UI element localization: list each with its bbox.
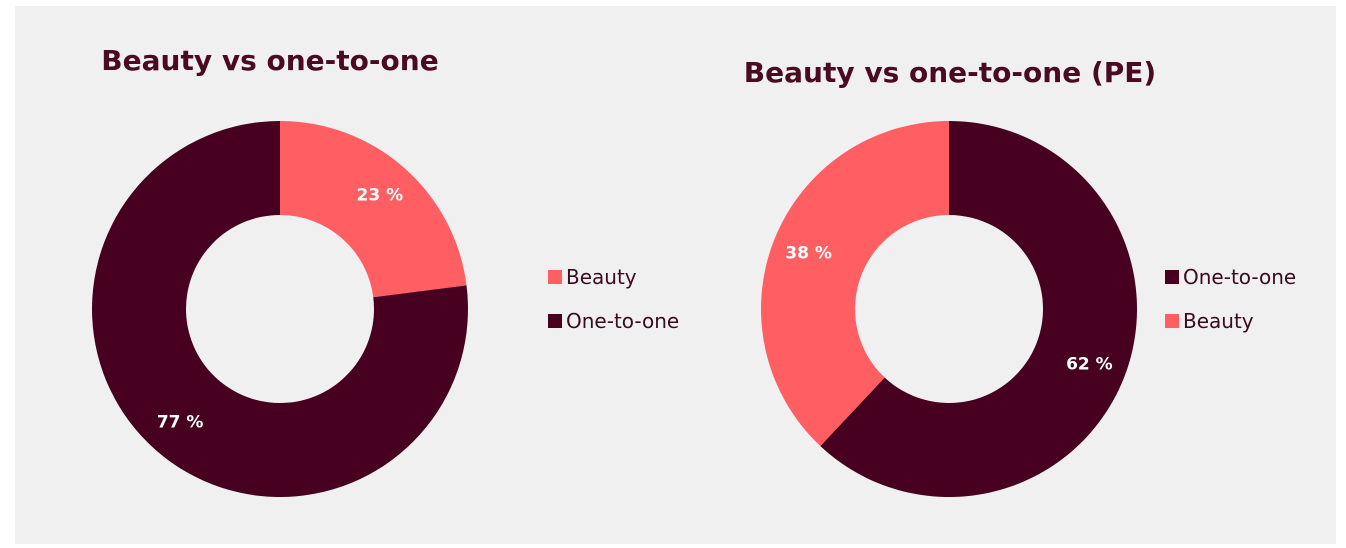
chart-1-title: Beauty vs one-to-one	[101, 44, 439, 77]
chart-2-title: Beauty vs one-to-one (PE)	[743, 56, 1157, 89]
chart-1-data-label: 23 %	[357, 186, 404, 206]
chart-1-data-label: 77 %	[157, 412, 204, 432]
chart-2-data-label: 38 %	[785, 243, 832, 263]
chart-2-legend-item: Beauty	[1165, 309, 1296, 333]
legend-label: One-to-one	[1183, 265, 1297, 289]
chart-1-legend-item: One-to-one	[548, 309, 679, 333]
chart-2-slice-beauty	[761, 121, 949, 447]
legend-label: Beauty	[566, 265, 637, 289]
chart-1-legend: Beauty One-to-one	[548, 265, 679, 333]
chart-2-slice-one-to-one	[820, 121, 1138, 497]
legend-swatch	[548, 314, 562, 328]
legend-swatch	[1165, 270, 1179, 284]
chart-2-data-label: 62 %	[1066, 355, 1113, 375]
legend-swatch	[1165, 314, 1179, 328]
chart-1-legend-item: Beauty	[548, 265, 679, 289]
legend-label: Beauty	[1183, 309, 1254, 333]
legend-swatch	[548, 270, 562, 284]
legend-label: One-to-one	[566, 309, 680, 333]
chart-1-slice-one-to-one	[91, 121, 469, 498]
chart-2-legend: One-to-one Beauty	[1165, 265, 1296, 333]
chart-1-slice-beauty	[280, 121, 467, 298]
chart-2-legend-item: One-to-one	[1165, 265, 1296, 289]
